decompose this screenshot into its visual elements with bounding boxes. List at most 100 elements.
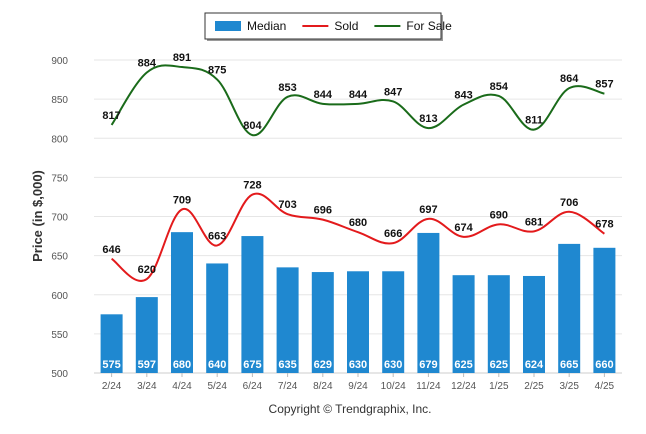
sold-data-label: 680 bbox=[349, 217, 367, 229]
sold-data-label: 706 bbox=[560, 197, 578, 209]
x-tick-label: 4/25 bbox=[595, 381, 615, 392]
y-axis-label: Price (in $,000) bbox=[30, 170, 45, 262]
x-tick-label: 10/24 bbox=[381, 381, 406, 392]
sold-data-label: 709 bbox=[173, 194, 191, 206]
sold-data-label: 703 bbox=[278, 199, 296, 211]
for-sale-data-label: 864 bbox=[560, 73, 579, 85]
legend-label-sold: Sold bbox=[334, 19, 358, 33]
y-tick-label: 650 bbox=[51, 252, 68, 263]
y-tick-label: 700 bbox=[51, 213, 68, 224]
median-bar bbox=[241, 236, 264, 373]
median-bars bbox=[100, 232, 616, 373]
x-tick-label: 12/24 bbox=[451, 381, 476, 392]
x-tick-label: 5/24 bbox=[207, 381, 227, 392]
median-bar-label: 629 bbox=[314, 359, 332, 371]
y-tick-label: 800 bbox=[51, 134, 68, 145]
sold-data-label: 696 bbox=[314, 205, 332, 217]
sold-line bbox=[110, 192, 605, 282]
median-bar bbox=[135, 297, 158, 373]
for-sale-data-label: 875 bbox=[208, 65, 226, 77]
x-tick-label: 1/25 bbox=[489, 381, 509, 392]
median-bar bbox=[417, 232, 440, 373]
median-bar bbox=[311, 272, 334, 373]
sold-data-label: 678 bbox=[595, 219, 613, 231]
y-axis-ticks: 500 550 600 650 700 750 800 850 900 bbox=[51, 56, 68, 380]
sold-data-label: 620 bbox=[138, 264, 156, 276]
for-sale-data-label: 844 bbox=[314, 89, 333, 101]
median-bar bbox=[487, 275, 510, 373]
median-bar bbox=[171, 232, 193, 373]
median-bar-label: 575 bbox=[102, 359, 120, 371]
median-bar-label: 624 bbox=[525, 359, 544, 371]
x-tick-label: 6/24 bbox=[243, 381, 263, 392]
sold-data-label: 646 bbox=[102, 244, 120, 256]
x-tick-label: 2/24 bbox=[102, 381, 122, 392]
y-tick-label: 750 bbox=[51, 173, 68, 184]
median-bar-label: 679 bbox=[419, 359, 437, 371]
median-bar-label: 625 bbox=[490, 359, 508, 371]
median-bar-label: 630 bbox=[384, 359, 402, 371]
for-sale-data-label: 817 bbox=[102, 110, 120, 122]
median-bar bbox=[452, 275, 475, 373]
for-sale-data-label: 844 bbox=[349, 89, 368, 101]
median-bar-label: 625 bbox=[454, 359, 472, 371]
y-tick-label: 900 bbox=[51, 56, 68, 67]
sold-data-label: 690 bbox=[490, 209, 508, 221]
median-bar-label: 675 bbox=[243, 359, 261, 371]
legend-label-median: Median bbox=[247, 19, 286, 33]
for-sale-data-label: 811 bbox=[525, 115, 543, 127]
median-bar-label: 660 bbox=[595, 359, 613, 371]
median-bar bbox=[523, 275, 545, 373]
x-tick-label: 3/24 bbox=[137, 381, 157, 392]
median-bar bbox=[347, 271, 369, 373]
for-sale-data-label: 884 bbox=[138, 58, 157, 70]
for-sale-data-label: 853 bbox=[278, 82, 296, 94]
median-bar bbox=[100, 314, 123, 373]
x-tick-label: 11/24 bbox=[416, 381, 441, 392]
for-sale-line bbox=[110, 64, 605, 137]
x-axis-ticks: 2/24 3/24 4/24 5/24 6/24 7/24 8/24 9/24 10/24 11/… bbox=[102, 373, 615, 392]
data-labels: 575 597 680 640 675 635 629 630 630 679 625 625 624 6… bbox=[102, 52, 613, 371]
median-bar-label: 680 bbox=[173, 359, 191, 371]
y-tick-label: 500 bbox=[51, 369, 68, 380]
median-bar bbox=[382, 271, 405, 373]
median-bar-label: 640 bbox=[208, 359, 226, 371]
for-sale-data-label: 854 bbox=[490, 81, 509, 93]
for-sale-data-label: 847 bbox=[384, 86, 402, 98]
legend-label-for-sale: For Sale bbox=[406, 19, 452, 33]
legend: Median Sold For Sale bbox=[204, 12, 452, 41]
series-lines bbox=[110, 64, 605, 282]
sold-data-label: 681 bbox=[525, 216, 543, 228]
copyright-footer: Copyright © Trendgraphix, Inc. bbox=[269, 402, 432, 416]
sold-data-label: 728 bbox=[243, 180, 261, 192]
x-tick-label: 8/24 bbox=[313, 381, 333, 392]
for-sale-data-label: 857 bbox=[595, 79, 613, 91]
sold-data-label: 663 bbox=[208, 230, 226, 242]
legend-swatch-median bbox=[215, 21, 241, 31]
median-bar bbox=[206, 263, 229, 373]
for-sale-data-label: 843 bbox=[454, 90, 472, 102]
median-bar-label: 665 bbox=[560, 359, 578, 371]
sold-data-label: 666 bbox=[384, 228, 402, 240]
y-tick-label: 550 bbox=[51, 330, 68, 341]
sold-data-label: 697 bbox=[419, 204, 437, 216]
median-bar bbox=[276, 267, 299, 373]
x-tick-label: 3/25 bbox=[559, 381, 579, 392]
for-sale-data-label: 813 bbox=[419, 113, 437, 125]
median-bar-label: 630 bbox=[349, 359, 367, 371]
median-bar-label: 635 bbox=[278, 359, 296, 371]
for-sale-data-label: 891 bbox=[173, 52, 191, 64]
y-tick-label: 850 bbox=[51, 95, 68, 106]
sold-data-label: 674 bbox=[454, 222, 473, 234]
median-bar bbox=[558, 243, 581, 373]
x-tick-label: 7/24 bbox=[278, 381, 298, 392]
x-tick-label: 9/24 bbox=[348, 381, 368, 392]
x-tick-label: 4/24 bbox=[172, 381, 192, 392]
y-tick-label: 600 bbox=[51, 291, 68, 302]
for-sale-data-label: 804 bbox=[243, 120, 262, 132]
x-tick-label: 2/25 bbox=[524, 381, 544, 392]
median-bar-label: 597 bbox=[138, 359, 156, 371]
median-bar bbox=[593, 247, 616, 373]
